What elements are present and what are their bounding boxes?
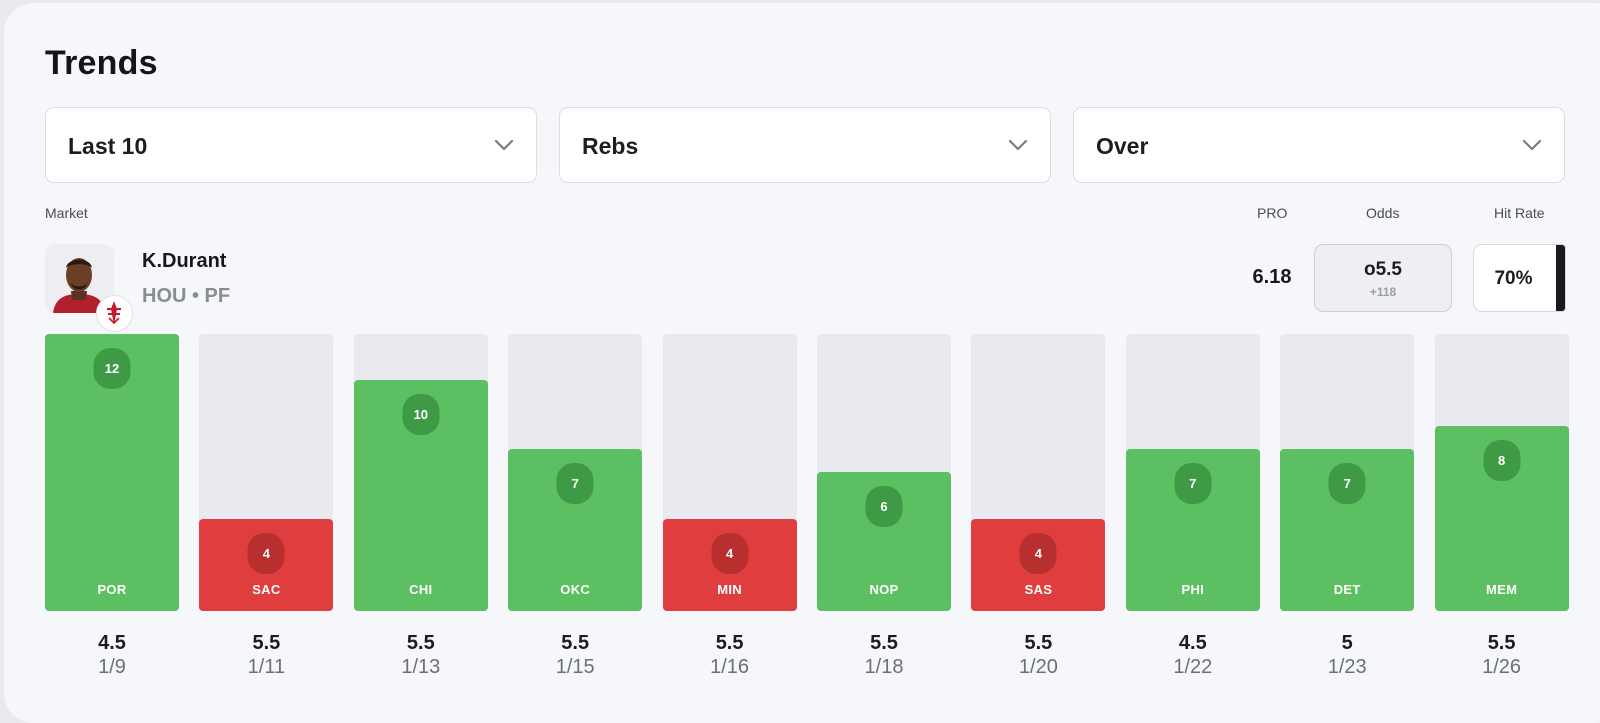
chevron-down-icon [1008, 139, 1028, 151]
trend-bar-fill: 12 POR [45, 334, 179, 611]
trend-bar-fill: 7 PHI [1125, 449, 1260, 611]
trend-bar-date: 1/9 [98, 656, 126, 678]
trend-bar-opponent: NOP [869, 582, 899, 597]
trend-bar-value: 7 [1174, 463, 1212, 504]
trend-bar-value: 4 [247, 533, 285, 574]
stat-dropdown[interactable]: Rebs [559, 107, 1051, 183]
trend-bar-value: 12 [93, 348, 131, 389]
trend-bar-value: 8 [1483, 440, 1521, 481]
trend-bar-fill: 10 CHI [353, 380, 488, 611]
trend-bar-opponent: OKC [560, 582, 591, 597]
trend-bar-date: 1/13 [401, 656, 441, 678]
player-avatar [45, 244, 114, 313]
trend-bar[interactable]: 7 PHI [1125, 334, 1260, 611]
range-dropdown[interactable]: Last 10 [45, 107, 537, 183]
trend-bar-value: 6 [865, 486, 903, 527]
trend-bar-date: 1/23 [1327, 656, 1367, 678]
side-dropdown-label: Over [1096, 133, 1149, 159]
trend-bar-fill: 4 MIN [662, 519, 797, 611]
trend-bar-opponent: POR [97, 582, 127, 597]
trend-bar-line: 5.5 [561, 632, 590, 654]
trend-bar[interactable]: 8 MEM [1434, 334, 1569, 611]
pro-header: PRO [1257, 205, 1288, 221]
odds-price: +118 [1369, 285, 1397, 299]
trend-bar-opponent: SAC [252, 582, 281, 597]
trend-bar-date: 1/11 [247, 656, 286, 678]
trend-bar-fill: 8 MEM [1434, 426, 1569, 611]
trend-bar-opponent: DET [1333, 582, 1361, 597]
trend-bar[interactable]: 4 SAS [971, 334, 1106, 611]
chevron-down-icon [1522, 139, 1542, 151]
trend-bar-fill: 4 SAS [971, 519, 1106, 611]
trend-bar-date: 1/26 [1482, 656, 1522, 678]
side-dropdown[interactable]: Over [1073, 107, 1565, 183]
odds-header: Odds [1366, 205, 1400, 221]
trend-bar-fill: 7 DET [1280, 449, 1415, 611]
market-header: Market [45, 205, 88, 221]
trend-bar-value: 10 [402, 394, 440, 435]
trend-bar[interactable]: 4 SAC [199, 334, 334, 611]
trend-bar-opponent: MIN [717, 582, 742, 597]
odds-line: o5.5 [1363, 259, 1403, 280]
hit-rate-value: 70% [1494, 268, 1533, 289]
trend-bar-line: 4.5 [98, 632, 126, 654]
trend-bar-value: 7 [1328, 463, 1366, 504]
trend-bar-fill: 7 OKC [508, 449, 643, 611]
hit-rate-box: 70% [1473, 244, 1566, 312]
trend-bar-opponent: CHI [409, 582, 433, 597]
trend-bar-date: 1/20 [1018, 656, 1058, 678]
trend-bar-line: 4.5 [1178, 632, 1207, 654]
player-photo [53, 258, 106, 313]
trend-bar-fill: 4 SAC [199, 519, 334, 611]
page-title: Trends [45, 44, 158, 82]
hit-rate-header: Hit Rate [1494, 205, 1545, 221]
chevron-down-icon [494, 139, 514, 151]
trend-bar-line: 5.5 [252, 632, 281, 654]
odds-button[interactable]: o5.5 +118 [1314, 244, 1452, 312]
trend-bar-line: 5.5 [406, 632, 435, 654]
hit-rate-indicator [1556, 245, 1565, 311]
trend-bar-line: 5.5 [870, 632, 898, 654]
trend-bar[interactable]: 10 CHI [353, 334, 488, 611]
pro-value: 6.18 [1252, 266, 1292, 288]
trend-bar-line: 5 [1341, 632, 1353, 654]
trend-bar[interactable]: 12 POR [45, 334, 179, 611]
trend-bar-date: 1/15 [555, 656, 595, 678]
trend-bar-value: 4 [711, 533, 749, 574]
trend-bar[interactable]: 4 MIN [662, 334, 797, 611]
trend-bar-value: 4 [1019, 533, 1057, 574]
trend-bar-date: 1/18 [864, 656, 904, 678]
range-dropdown-label: Last 10 [68, 133, 148, 159]
trend-bar-opponent: MEM [1485, 582, 1518, 597]
trend-bar-line: 5.5 [715, 632, 744, 654]
trend-bar[interactable]: 6 NOP [817, 334, 951, 611]
trend-bar[interactable]: 7 OKC [508, 334, 643, 611]
player-name: K.Durant [142, 250, 227, 272]
trend-bar-date: 1/22 [1173, 656, 1213, 678]
trend-bar-value: 7 [556, 463, 594, 504]
trend-bar-line: 5.5 [1487, 632, 1516, 654]
trend-bar-opponent: SAS [1024, 582, 1053, 597]
trend-bar-opponent: PHI [1181, 582, 1205, 597]
trend-bar-line: 5.5 [1024, 632, 1053, 654]
stat-dropdown-label: Rebs [582, 133, 639, 159]
trend-bar[interactable]: 7 DET [1280, 334, 1415, 611]
trend-bar-fill: 6 NOP [817, 472, 951, 611]
player-team-position: HOU • PF [142, 285, 231, 307]
rockets-logo-icon [96, 295, 133, 332]
trend-bar-date: 1/16 [710, 656, 750, 678]
